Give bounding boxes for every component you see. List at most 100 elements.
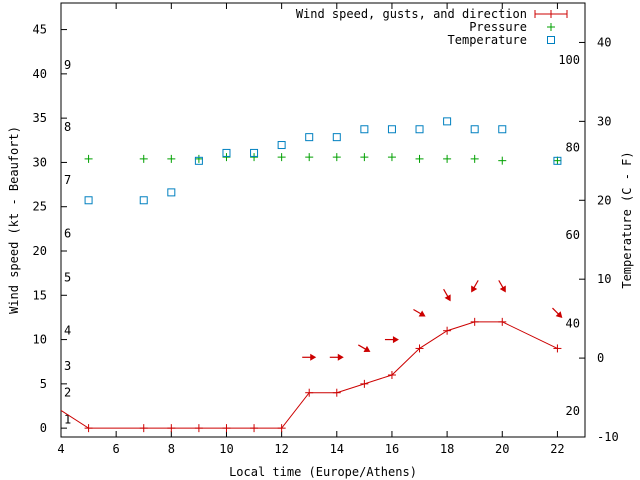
fahrenheit-label: 60 (566, 228, 580, 242)
arrow-head (310, 353, 317, 361)
x-tick-label: 10 (219, 442, 233, 456)
y-tick-label: 35 (33, 111, 47, 125)
x-tick-label: 16 (385, 442, 399, 456)
y-tick-label: 45 (33, 23, 47, 37)
x-tick-label: 14 (330, 442, 344, 456)
wind-point (139, 424, 148, 433)
arrow-head (471, 285, 478, 293)
y-tick-label: 30 (33, 155, 47, 169)
arrow-head (444, 294, 451, 302)
beaufort-label: 8 (64, 120, 71, 134)
temperature-point (553, 156, 562, 165)
y-tick-label: 15 (33, 288, 47, 302)
wind-point (250, 424, 259, 433)
arrow-head (392, 336, 399, 344)
wind-direction-arrow (358, 344, 371, 352)
arrow-head (499, 285, 506, 293)
pressure-point (360, 153, 369, 162)
temperature-point (470, 125, 479, 134)
wind-point (194, 424, 203, 433)
pressure-point (250, 153, 259, 162)
pressure-point (277, 153, 286, 162)
temperature-point (167, 188, 176, 197)
pressure-point (443, 154, 452, 163)
fahrenheit-label: 40 (566, 316, 580, 330)
wind-direction-arrow (384, 336, 399, 344)
temperature-point (332, 133, 341, 142)
plot-frame (60, 2, 586, 438)
wind-point (360, 379, 369, 388)
wind-point (84, 424, 93, 433)
pressure-point (222, 153, 231, 162)
arrow-shaft (552, 307, 560, 315)
tick-labels: 4 6 8 10 12 14 16 18 20 22051015202530354045-1001… (33, 23, 619, 456)
wind-direction-arrow (413, 308, 426, 317)
wind-point (470, 317, 479, 326)
fahrenheit-label: 80 (566, 140, 580, 154)
y2-tick-label: -10 (597, 430, 619, 444)
pressure-point (305, 153, 314, 162)
beaufort-label: 1 (64, 412, 71, 426)
y2-tick-label: 20 (597, 193, 611, 207)
y2-tick-label: 10 (597, 272, 611, 286)
beaufort-label: 7 (64, 173, 71, 187)
pressure-point (84, 154, 93, 163)
beaufort-label: 4 (64, 324, 71, 338)
beaufort-label: 5 (64, 271, 71, 285)
x-axis-label: Local time (Europe/Athens) (229, 465, 417, 479)
temperature-point (415, 125, 424, 134)
pressure-point (498, 156, 507, 165)
legend-square (547, 36, 555, 44)
beaufort-label: 9 (64, 58, 71, 72)
arrow-shaft (443, 288, 449, 298)
wind-direction-arrow (329, 353, 344, 361)
arrow-head (418, 310, 426, 317)
y-axis-label: Wind speed (kt - Beaufort) (7, 126, 21, 314)
pressure-point (167, 154, 176, 163)
x-tick-label: 6 (113, 442, 120, 456)
arrow-head (363, 345, 371, 352)
wind-point (553, 344, 562, 353)
wind-point (305, 388, 314, 397)
temperature-point (194, 156, 203, 165)
y-tick-label: 25 (33, 200, 47, 214)
arrow-head (555, 311, 563, 318)
x-tick-label: 4 (57, 442, 64, 456)
wind-point (167, 424, 176, 433)
wind-point (443, 326, 452, 335)
y2-axis-label: Temperature (C - F) (620, 151, 634, 288)
x-tick-label: 12 (274, 442, 288, 456)
wind-point (332, 388, 341, 397)
legend: Wind speed, gusts, and directionPressure… (296, 7, 568, 47)
plot-axes (60, 2, 586, 438)
legend-label: Pressure (469, 20, 527, 34)
x-tick-label: 20 (495, 442, 509, 456)
beaufort-label: 3 (64, 359, 71, 373)
x-tick-label: 18 (440, 442, 454, 456)
pressure-point (470, 154, 479, 163)
arrow-shaft (358, 344, 367, 350)
series-layer (61, 117, 563, 433)
arrow-head (337, 353, 344, 361)
pressure-point (332, 153, 341, 162)
wind-point (387, 371, 396, 379)
y2-tick-label: 0 (597, 351, 604, 365)
temperature-point (250, 148, 259, 157)
wind-direction-arrow (552, 307, 563, 318)
arrow-shaft (413, 308, 422, 315)
pressure-point (415, 154, 424, 163)
wind-speed-line (61, 321, 558, 429)
tick-marks (60, 3, 585, 438)
x-tick-label: 8 (168, 442, 175, 456)
wind-direction-arrow (498, 280, 506, 293)
wind-point (415, 344, 424, 353)
temperature-point (139, 196, 148, 205)
beaufort-label: 2 (64, 386, 71, 400)
y-tick-label: 20 (33, 244, 47, 258)
temperature-point (387, 125, 396, 134)
pressure-point (387, 153, 396, 162)
legend-label: Temperature (448, 33, 527, 47)
y-tick-label: 40 (33, 67, 47, 81)
fahrenheit-label: 100 (558, 53, 580, 67)
